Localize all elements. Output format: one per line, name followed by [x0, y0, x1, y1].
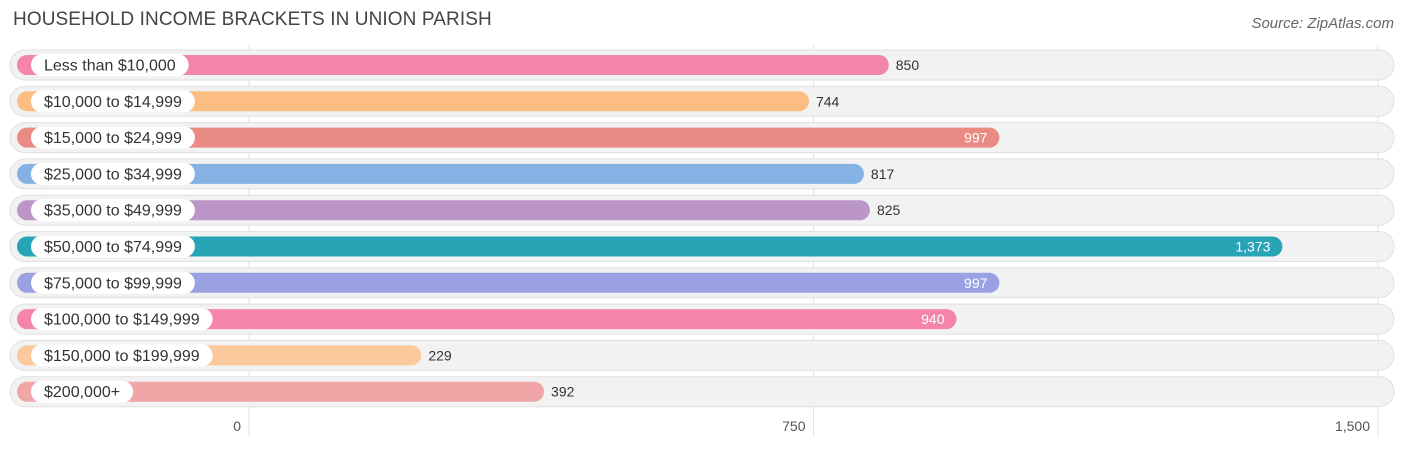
bar-row: Less than $10,000 850 — [9, 49, 1395, 81]
value-label: 997 — [964, 130, 988, 146]
category-pill — [31, 90, 195, 113]
category-pill — [31, 126, 195, 149]
bar — [17, 381, 545, 402]
category-label: $10,000 to $14,999 — [44, 94, 182, 111]
bar-row: $25,000 to $34,999 817 — [9, 158, 1395, 190]
x-tick-label: 1,500 — [1335, 418, 1370, 434]
x-tick-label: 750 — [782, 418, 806, 434]
category-pill — [31, 271, 195, 294]
x-tick-label: 0 — [233, 418, 241, 434]
category-label: $50,000 to $74,999 — [44, 239, 182, 256]
category-label: $100,000 to $149,999 — [44, 312, 200, 329]
bar — [17, 163, 864, 184]
category-pill — [31, 162, 195, 185]
bar-row: $150,000 to $199,999 229 — [9, 339, 1395, 371]
category-pill — [31, 235, 195, 258]
chart-title: HOUSEHOLD INCOME BRACKETS IN UNION PARIS… — [13, 9, 492, 30]
category-label: $15,000 to $24,999 — [44, 130, 182, 147]
category-pill — [31, 380, 134, 403]
value-label: 1,373 — [1235, 239, 1270, 255]
bar-row: $10,000 to $14,999 744 — [9, 85, 1395, 117]
bar-row: $15,000 to $24,999 997 — [9, 122, 1395, 154]
value-label: 825 — [877, 202, 901, 218]
category-label: $25,000 to $34,999 — [44, 166, 182, 183]
category-label: Less than $10,000 — [44, 58, 176, 75]
bar-row: $100,000 to $149,999 940 — [9, 303, 1395, 335]
bar — [17, 309, 957, 330]
category-pill — [31, 308, 213, 331]
bar-row: $200,000+ 392 — [9, 376, 1395, 408]
bar-row: $35,000 to $49,999 825 — [9, 194, 1395, 226]
value-label: 392 — [551, 384, 575, 400]
category-pill — [31, 199, 195, 222]
bar — [17, 55, 889, 75]
category-label: $150,000 to $199,999 — [44, 348, 200, 365]
value-label: 817 — [871, 166, 895, 182]
value-label: 940 — [921, 311, 945, 327]
bar — [17, 272, 1000, 293]
category-label: $35,000 to $49,999 — [44, 203, 182, 220]
category-pill — [31, 54, 189, 76]
value-label: 997 — [964, 275, 988, 291]
bar — [17, 200, 870, 221]
category-pill — [31, 344, 213, 367]
chart-source: Source: ZipAtlas.com — [1251, 15, 1394, 32]
bar-row: $75,000 to $99,999 997 — [9, 267, 1395, 299]
bar — [17, 236, 1283, 257]
category-label: $200,000+ — [44, 384, 120, 401]
value-label: 229 — [428, 347, 452, 363]
category-label: $75,000 to $99,999 — [44, 275, 182, 292]
value-label: 850 — [896, 57, 920, 73]
value-label: 744 — [816, 93, 840, 109]
bar — [17, 91, 809, 112]
bar-row: $50,000 to $74,999 1,373 — [9, 231, 1395, 262]
bar — [17, 127, 1000, 148]
